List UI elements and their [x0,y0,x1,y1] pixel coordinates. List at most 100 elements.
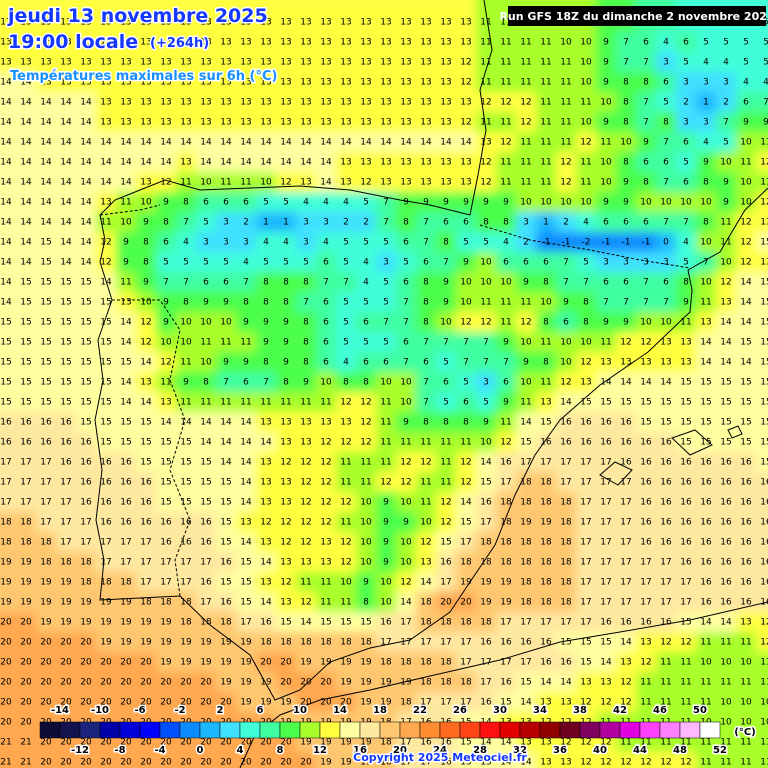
temperature-cell [456,272,477,293]
temperature-cell [296,0,317,33]
temperature-value: 9 [483,198,489,208]
temperature-value: 14 [720,338,732,348]
temperature-cell [456,72,477,93]
temperature-value: 7 [423,338,429,348]
temperature-value: 15 [220,578,231,588]
temperature-cell [116,292,137,313]
temperature-value: 20 [20,618,32,628]
temperature-cell [356,172,377,193]
temperature-value: 20 [200,698,212,708]
temperature-cell [0,192,17,213]
temperature-cell [756,32,768,53]
temperature-value: 18 [260,638,272,648]
temperature-cell [216,252,237,273]
legend-tick: -8 [114,745,125,756]
temperature-value: 18 [480,618,492,628]
temperature-value: 12 [620,338,631,348]
temperature-cell [16,52,37,73]
temperature-value: 15 [740,418,751,428]
temperature-cell [36,152,57,173]
temperature-value: 10 [580,78,592,88]
temperature-value: 15 [320,618,331,628]
temperature-value: 19 [120,618,132,628]
temperature-value: 20 [240,758,252,768]
temperature-value: 18 [420,678,432,688]
temperature-value: 16 [660,458,672,468]
temperature-cell [656,132,677,153]
temperature-value: 15 [60,278,71,288]
temperature-value: 10 [400,558,412,568]
temperature-value: 6 [423,358,429,368]
temperature-value: 13 [300,58,311,68]
temperature-value: 3 [663,258,669,268]
temperature-value: 14 [720,318,732,328]
temperature-value: 17 [0,478,11,488]
temperature-cell [576,52,597,73]
temperature-value: 14 [460,498,472,508]
temperature-value: 15 [0,318,11,328]
temperature-cell [16,72,37,93]
temperature-value: 19 [20,558,32,568]
temperature-value: 7 [623,298,629,308]
temperature-cell [336,212,357,233]
temperature-value: 3 [723,78,729,88]
temperature-value: 16 [700,498,712,508]
temperature-value: 16 [720,578,732,588]
temperature-cell [256,152,277,173]
temperature-value: 15 [180,458,191,468]
temperature-cell [276,112,297,133]
temperature-cell [676,72,697,93]
temperature-value: 14 [20,118,32,128]
legend-tick: -2 [174,705,185,716]
temperature-value: 10 [640,198,652,208]
temperature-value: 14 [740,298,752,308]
temperature-value: 13 [640,638,651,648]
temperature-value: 16 [120,458,132,468]
temperature-cell [736,292,757,313]
lead-time: (+264h) [150,36,209,51]
temperature-cell [156,112,177,133]
temperature-value: 14 [740,358,752,368]
temperature-value: 17 [60,518,71,528]
legend-tick: 36 [553,745,567,756]
temperature-value: 15 [600,638,611,648]
temperature-cell [556,212,577,233]
temperature-value: 14 [40,118,52,128]
temperature-value: 8 [143,238,149,248]
temperature-value: 14 [280,138,292,148]
temperature-value: 7 [463,358,469,368]
temperature-cell [36,192,57,213]
temperature-value: 13 [580,378,591,388]
temperature-value: 16 [560,438,572,448]
temperature-value: 3 [663,58,669,68]
temperature-value: 15 [60,398,71,408]
temperature-value: 6 [383,358,389,368]
temperature-cell [536,292,557,313]
temperature-value: 5 [383,338,389,348]
temperature-value: 16 [740,538,752,548]
temperature-value: 14 [0,158,12,168]
temperature-value: 11 [640,698,651,708]
temperature-value: 18 [440,618,452,628]
temperature-cell [376,0,397,33]
temperature-value: 19 [120,638,132,648]
date-title: jeudi 13 novembre 2025 [7,5,268,27]
temperature-cell [456,292,477,313]
temperature-value: 16 [120,498,132,508]
temperature-value: 18 [460,558,472,568]
temperature-cell [336,72,357,93]
temperature-value: 18 [500,518,512,528]
temperature-value: 13 [380,58,391,68]
temperature-value: 9 [623,318,629,328]
temperature-value: 15 [0,378,11,388]
temperature-value: 18 [40,538,52,548]
temperature-value: 17 [600,498,611,508]
temperature-cell [0,252,17,273]
temperature-value: 12 [720,278,731,288]
temperature-value: 17 [60,498,71,508]
temperature-value: 6 [543,258,549,268]
temperature-cell [96,172,117,193]
temperature-value: 19 [340,678,352,688]
temperature-value: 17 [120,558,131,568]
temperature-value: 17 [640,578,651,588]
